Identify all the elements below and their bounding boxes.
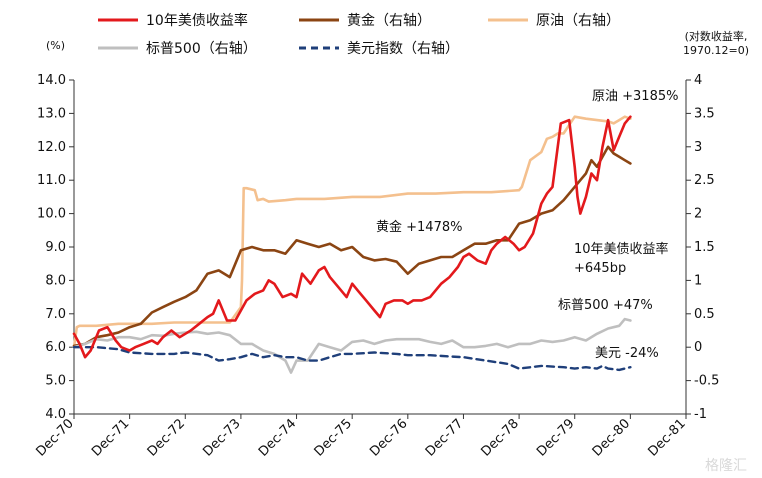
right-tick-label: -0.5	[694, 374, 719, 389]
left-tick-label: 11.0	[37, 173, 66, 188]
series-line-sp500	[72, 317, 632, 374]
annotation-usd: 美元 -24%	[595, 346, 659, 361]
left-tick-label: 8.0	[45, 273, 66, 288]
right-tick-label: 0	[694, 340, 702, 355]
annotation-treasury_1: 10年美债收益率	[574, 241, 669, 257]
x-tick-label: Dec-70	[33, 416, 76, 459]
left-tick-label: 9.0	[45, 240, 66, 255]
x-tick-label: Dec-71	[89, 416, 132, 459]
annotation-gold: 黄金 +1478%	[376, 219, 462, 235]
left-tick-label: 5.0	[45, 374, 66, 389]
legend: 10年美债收益率 黄金（右轴） 原油（右轴） 标普500（右轴） 美元指数（右轴）	[98, 12, 620, 57]
x-tick-label: Dec-73	[200, 416, 243, 459]
left-tick-label: 6.0	[45, 340, 66, 355]
legend-label-usd: 美元指数（右轴）	[347, 41, 459, 57]
right-tick-label: 1.5	[694, 240, 715, 255]
x-tick-label: Dec-81	[645, 416, 688, 459]
series-line-gold	[72, 145, 632, 348]
right-axis-unit-line2: 1970.12=0)	[683, 44, 749, 57]
left-axis-unit: (%)	[46, 39, 65, 52]
x-tick-label: Dec-72	[145, 416, 188, 459]
x-tick-label: Dec-79	[534, 416, 577, 459]
left-tick-label: 13.0	[37, 106, 66, 121]
x-tick-label: Dec-74	[256, 416, 299, 459]
annotation-oil: 原油 +3185%	[592, 89, 678, 104]
legend-label-oil: 原油（右轴）	[536, 13, 620, 29]
x-tick-label: Dec-75	[312, 416, 355, 459]
right-tick-label: 0.5	[694, 307, 715, 322]
left-tick-label: 14.0	[37, 73, 66, 88]
watermark-text: 格隆汇	[705, 458, 747, 474]
legend-label-gold: 黄金（右轴）	[347, 12, 431, 29]
annotations: 原油 +3185% 黄金 +1478% 10年美债收益率 +645bp 标普500 +4…	[376, 89, 678, 361]
series-line-oil	[72, 115, 632, 349]
left-tick-label: 12.0	[37, 140, 66, 155]
right-tick-label: -1	[694, 407, 707, 422]
legend-label-treasury: 10年美债收益率	[146, 12, 248, 29]
right-tick-label: 4	[694, 73, 702, 88]
left-tick-label: 10.0	[37, 207, 66, 222]
left-tick-label: 7.0	[45, 307, 66, 322]
annotation-sp500: 标普500 +47%	[558, 298, 653, 313]
x-tick-label: Dec-77	[423, 416, 466, 459]
x-tick-label: Dec-78	[479, 416, 522, 459]
x-tick-label: Dec-76	[367, 416, 410, 459]
series-line-treasury	[72, 115, 632, 359]
annotation-treasury_2: +645bp	[574, 261, 626, 276]
right-tick-label: 3.5	[694, 106, 715, 121]
legend-label-sp500: 标普500（右轴）	[146, 41, 257, 57]
right-axis-unit-line1: (对数收益率,	[685, 29, 748, 43]
right-tick-label: 2.5	[694, 173, 715, 188]
series-line-usd	[72, 346, 632, 372]
x-tick-label: Dec-80	[590, 416, 633, 459]
right-tick-label: 1	[694, 273, 702, 288]
right-tick-label: 3	[694, 140, 702, 155]
series-layer	[72, 115, 632, 374]
right-tick-label: 2	[694, 207, 702, 222]
left-tick-label: 4.0	[45, 407, 66, 422]
